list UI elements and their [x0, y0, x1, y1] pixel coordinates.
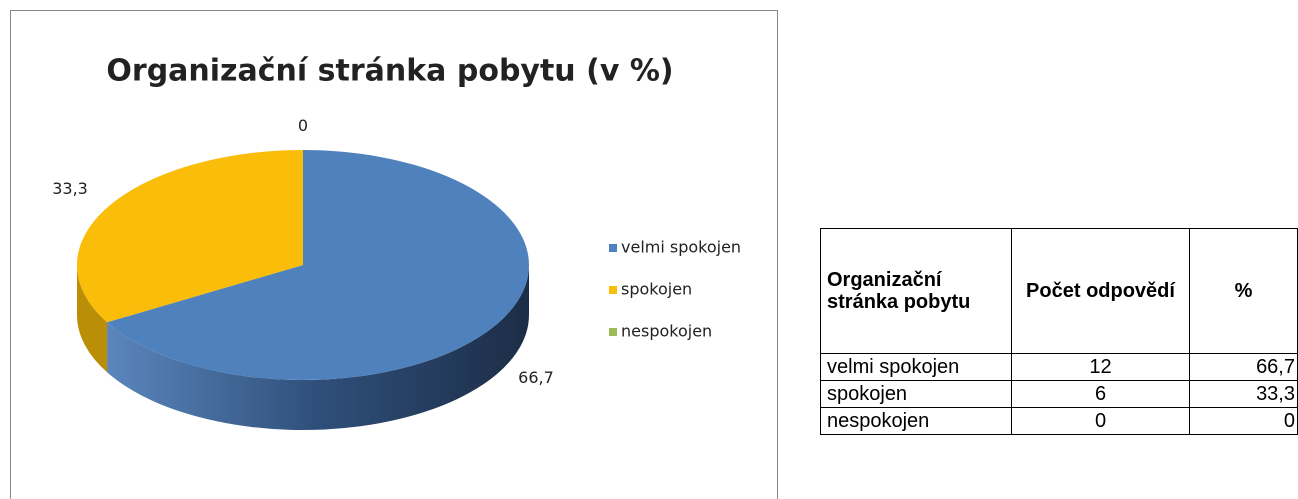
legend-swatch	[609, 328, 617, 336]
slice	[107, 150, 529, 380]
data-label: 33,3	[52, 179, 88, 198]
slice	[76, 150, 304, 323]
table-row: spokojen 6 33,3	[820, 380, 1298, 408]
legend-swatch	[609, 244, 617, 252]
legend-swatch	[609, 286, 617, 294]
header-cell: Organizační stránka pobytu	[820, 228, 1012, 354]
table-cell: 6	[1011, 380, 1190, 408]
table-cell: 33,3	[1189, 380, 1298, 408]
legend-label: velmi spokojen	[621, 238, 741, 257]
table-row: velmi spokojen 12 66,7	[820, 353, 1298, 381]
data-table: Organizační stránka pobytu Počet odpovědí…	[820, 228, 1298, 435]
table-row: nespokojen 0 0	[820, 407, 1298, 435]
table-cell: 0	[1011, 407, 1190, 435]
table-cell: 66,7	[1189, 353, 1298, 381]
table-cell: 0	[1189, 407, 1298, 435]
data-label: 0	[298, 116, 308, 135]
slice-side	[77, 265, 108, 373]
data-label: 66,7	[518, 368, 554, 387]
header-cell: Počet odpovědí	[1011, 228, 1190, 354]
header-cell: %	[1189, 228, 1298, 354]
table-cell: 12	[1011, 353, 1190, 381]
slice-side	[107, 265, 529, 430]
table-cell: spokojen	[820, 380, 1012, 408]
table-cell: velmi spokojen	[820, 353, 1012, 381]
chart: Organizační stránka pobytu (v %) 66,7 33,…	[10, 10, 778, 499]
legend-label: nespokojen	[621, 322, 712, 341]
legend-label: spokojen	[621, 280, 692, 299]
table-cell: nespokojen	[820, 407, 1012, 435]
chart-title: Organizační stránka pobytu (v %)	[106, 54, 673, 89]
